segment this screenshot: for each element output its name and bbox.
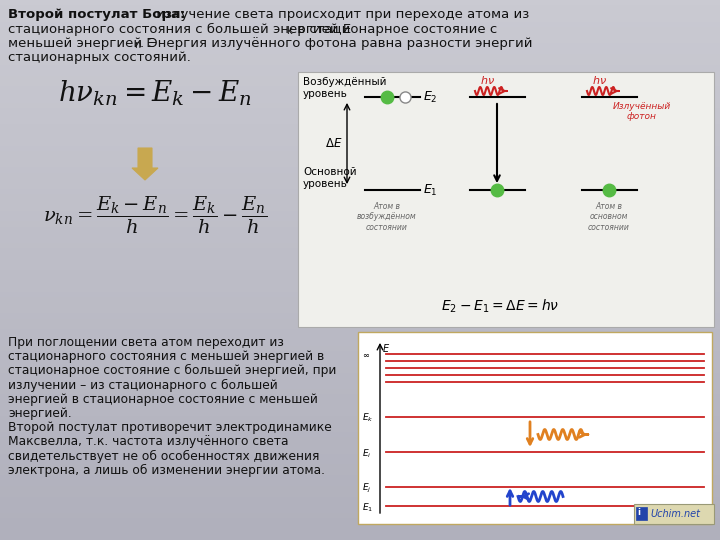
Text: Излучённый
фотон: Излучённый фотон xyxy=(613,102,671,122)
Text: $E_2 - E_1 = \Delta E = h\nu$: $E_2 - E_1 = \Delta E = h\nu$ xyxy=(441,298,559,315)
Text: $\nu_{kn} = \dfrac{E_k - E_n}{h} = \dfrac{E_k}{h} - \dfrac{E_n}{h}$: $\nu_{kn} = \dfrac{E_k - E_n}{h} = \dfra… xyxy=(43,195,267,236)
Text: $\infty$: $\infty$ xyxy=(362,351,370,360)
Text: энергией в стационарное состояние с меньшей: энергией в стационарное состояние с мень… xyxy=(8,393,318,406)
Text: Второй постулат противоречит электродинамике: Второй постулат противоречит электродина… xyxy=(8,421,332,434)
FancyBboxPatch shape xyxy=(634,504,714,524)
Text: $E_1$: $E_1$ xyxy=(362,501,373,514)
Text: При поглощении света атом переходит из: При поглощении света атом переходит из xyxy=(8,336,284,349)
Text: свидетельствует не об особенностях движения: свидетельствует не об особенностях движе… xyxy=(8,450,320,463)
Text: $E_i$: $E_i$ xyxy=(362,447,372,460)
Text: $E_1$: $E_1$ xyxy=(423,183,438,198)
Text: Атом в
возбуждённом
состоянии: Атом в возбуждённом состоянии xyxy=(357,202,417,232)
Text: $h\nu$: $h\nu$ xyxy=(592,74,607,86)
Text: $h\nu_{kn} = E_k - E_n$: $h\nu_{kn} = E_k - E_n$ xyxy=(58,78,252,107)
Text: стационарных состояний.: стационарных состояний. xyxy=(8,51,191,64)
Text: Uchim.net: Uchim.net xyxy=(650,509,700,519)
Text: уровень: уровень xyxy=(303,89,348,99)
Text: Второй постулат Бора:: Второй постулат Бора: xyxy=(8,8,185,21)
FancyBboxPatch shape xyxy=(298,72,714,327)
Text: $h\nu$: $h\nu$ xyxy=(480,74,495,86)
FancyBboxPatch shape xyxy=(636,507,647,520)
Text: i: i xyxy=(637,508,640,517)
Text: излучении – из стационарного с большей: излучении – из стационарного с большей xyxy=(8,379,278,392)
Text: Максвелла, т.к. частота излучённого света: Максвелла, т.к. частота излучённого свет… xyxy=(8,435,289,448)
Text: стационарного состояния с меньшей энергией в: стационарного состояния с меньшей энерги… xyxy=(8,350,324,363)
Text: $E_2$: $E_2$ xyxy=(423,90,438,105)
Text: k: k xyxy=(286,25,292,36)
Text: $E_j$: $E_j$ xyxy=(362,482,372,495)
FancyArrow shape xyxy=(132,148,158,180)
FancyBboxPatch shape xyxy=(358,332,712,524)
Text: уровень: уровень xyxy=(303,179,348,189)
Text: Атом в
основном
состоянии: Атом в основном состоянии xyxy=(588,202,630,232)
Text: излучение света происходит при переходе атома из: излучение света происходит при переходе … xyxy=(152,8,529,21)
Text: стационарного состояния с большей энергией E: стационарного состояния с большей энерги… xyxy=(8,23,351,36)
Text: Основной: Основной xyxy=(303,167,356,177)
Text: . Энергия излучённого фотона равна разности энергий: . Энергия излучённого фотона равна разно… xyxy=(140,37,533,50)
Text: энергией.: энергией. xyxy=(8,407,72,420)
Text: n: n xyxy=(134,40,140,50)
Text: электрона, а лишь об изменении энергии атома.: электрона, а лишь об изменении энергии а… xyxy=(8,464,325,477)
Text: $\Delta E$: $\Delta E$ xyxy=(325,137,343,150)
Text: стационарное состояние с большей энергией, при: стационарное состояние с большей энергие… xyxy=(8,364,336,377)
Text: Возбуждённый: Возбуждённый xyxy=(303,77,387,87)
Text: $E$: $E$ xyxy=(382,342,390,354)
Text: $E_k$: $E_k$ xyxy=(362,412,374,424)
Text: в стационарное состояние с: в стационарное состояние с xyxy=(293,23,498,36)
Text: меньшей энергией E: меньшей энергией E xyxy=(8,37,155,50)
